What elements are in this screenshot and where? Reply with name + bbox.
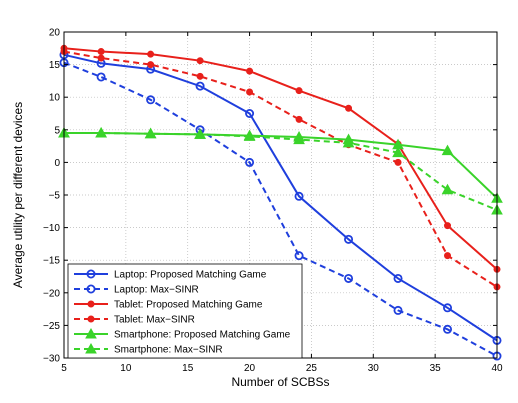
- data-point: [392, 146, 404, 158]
- y-tick-label: 0: [54, 158, 60, 169]
- data-point: [146, 95, 156, 105]
- data-point: [147, 50, 155, 58]
- data-point: [246, 67, 254, 75]
- data-point: [196, 57, 204, 65]
- series-line: [63, 53, 498, 342]
- data-point: [342, 136, 355, 148]
- series-line: [63, 47, 498, 271]
- legend-label: Tablet: Proposed Matching Game: [114, 300, 263, 311]
- y-tick-label: −10: [43, 223, 60, 234]
- data-point: [293, 133, 305, 145]
- data-point: [294, 191, 304, 201]
- data-point: [147, 61, 155, 69]
- x-tick-label: 10: [120, 363, 132, 374]
- data-point: [393, 305, 403, 315]
- x-tick-label: 25: [306, 363, 318, 374]
- y-tick-label: 15: [49, 60, 61, 71]
- legend-entry: Laptop: Proposed Matching Game: [74, 269, 267, 281]
- grid: [63, 31, 498, 359]
- y-axis-label: Average utility per different devices: [11, 102, 25, 288]
- data-point: [394, 158, 402, 166]
- y-tick-label: −25: [43, 321, 60, 332]
- y-tick-label: −5: [49, 191, 61, 202]
- data-point: [245, 109, 255, 119]
- legend-marker: [86, 284, 96, 294]
- data-point: [144, 127, 157, 139]
- legend-entry: Laptop: Max−SINR: [74, 284, 199, 296]
- legend-entry: Tablet: Proposed Matching Game: [74, 300, 263, 311]
- y-tick-label: 20: [49, 28, 61, 39]
- legend-label: Tablet: Max−SINR: [114, 315, 195, 326]
- legend-marker: [87, 300, 95, 308]
- legend-label: Smartphone: Max−SINR: [114, 345, 223, 356]
- data-point: [344, 234, 354, 244]
- data-point: [295, 87, 303, 95]
- data-point: [195, 81, 205, 91]
- x-tick-label: 20: [244, 363, 256, 374]
- x-tick-label: 30: [368, 363, 380, 374]
- y-tick-label: −20: [43, 288, 60, 299]
- x-tick-label: 35: [430, 363, 442, 374]
- legend-marker: [87, 315, 95, 323]
- legend-entry: Smartphone: Proposed Matching Game: [74, 327, 291, 341]
- data-point: [243, 130, 256, 141]
- legend-entry: Smartphone: Max−SINR: [74, 342, 223, 356]
- tick-layer: 5 10 15 20 25 30 35 40 −30 −25 −20 −15 −10 −5 0 5 10 15 20: [43, 28, 503, 375]
- data-point: [441, 144, 454, 156]
- legend-label: Laptop: Max−SINR: [114, 285, 199, 296]
- data-point: [441, 183, 454, 195]
- series-line: [63, 50, 498, 288]
- data-point: [246, 88, 254, 96]
- legend-marker: [85, 327, 97, 339]
- legend-marker: [85, 342, 97, 354]
- data-point: [444, 252, 452, 260]
- y-tick-label: 5: [54, 125, 60, 136]
- data-point: [95, 127, 107, 138]
- data-point: [444, 222, 452, 230]
- data-point: [294, 251, 304, 261]
- data-point: [345, 104, 353, 112]
- data-point: [295, 115, 303, 123]
- x-tick-label: 40: [491, 363, 503, 374]
- x-tick-label: 15: [182, 363, 194, 374]
- series-3: [60, 48, 501, 291]
- data-point: [194, 128, 206, 139]
- x-axis-label: Number of SCBSs: [231, 375, 329, 389]
- legend-box: [67, 263, 303, 359]
- data-point: [97, 48, 105, 56]
- legend-label: Smartphone: Proposed Matching Game: [114, 330, 291, 341]
- series-0: [59, 50, 502, 345]
- series-line: [63, 61, 498, 357]
- data-point: [443, 324, 453, 334]
- x-tick-label: 5: [61, 363, 67, 374]
- data-point: [96, 72, 106, 82]
- y-tick-label: −30: [43, 354, 60, 365]
- data-point: [393, 273, 403, 283]
- data-point: [344, 273, 354, 283]
- data-point: [196, 72, 204, 80]
- data-point: [97, 54, 105, 62]
- legend-entry: Tablet: Max−SINR: [74, 315, 195, 326]
- y-tick-label: 10: [49, 93, 61, 104]
- y-tick-label: −15: [43, 256, 60, 267]
- legend-marker: [86, 269, 96, 279]
- legend-label: Laptop: Proposed Matching Game: [114, 270, 267, 281]
- data-point: [245, 157, 255, 167]
- series-line: [64, 132, 498, 211]
- data-point: [443, 303, 453, 313]
- legend: Laptop: Proposed Matching Game Laptop: Ma…: [67, 263, 303, 359]
